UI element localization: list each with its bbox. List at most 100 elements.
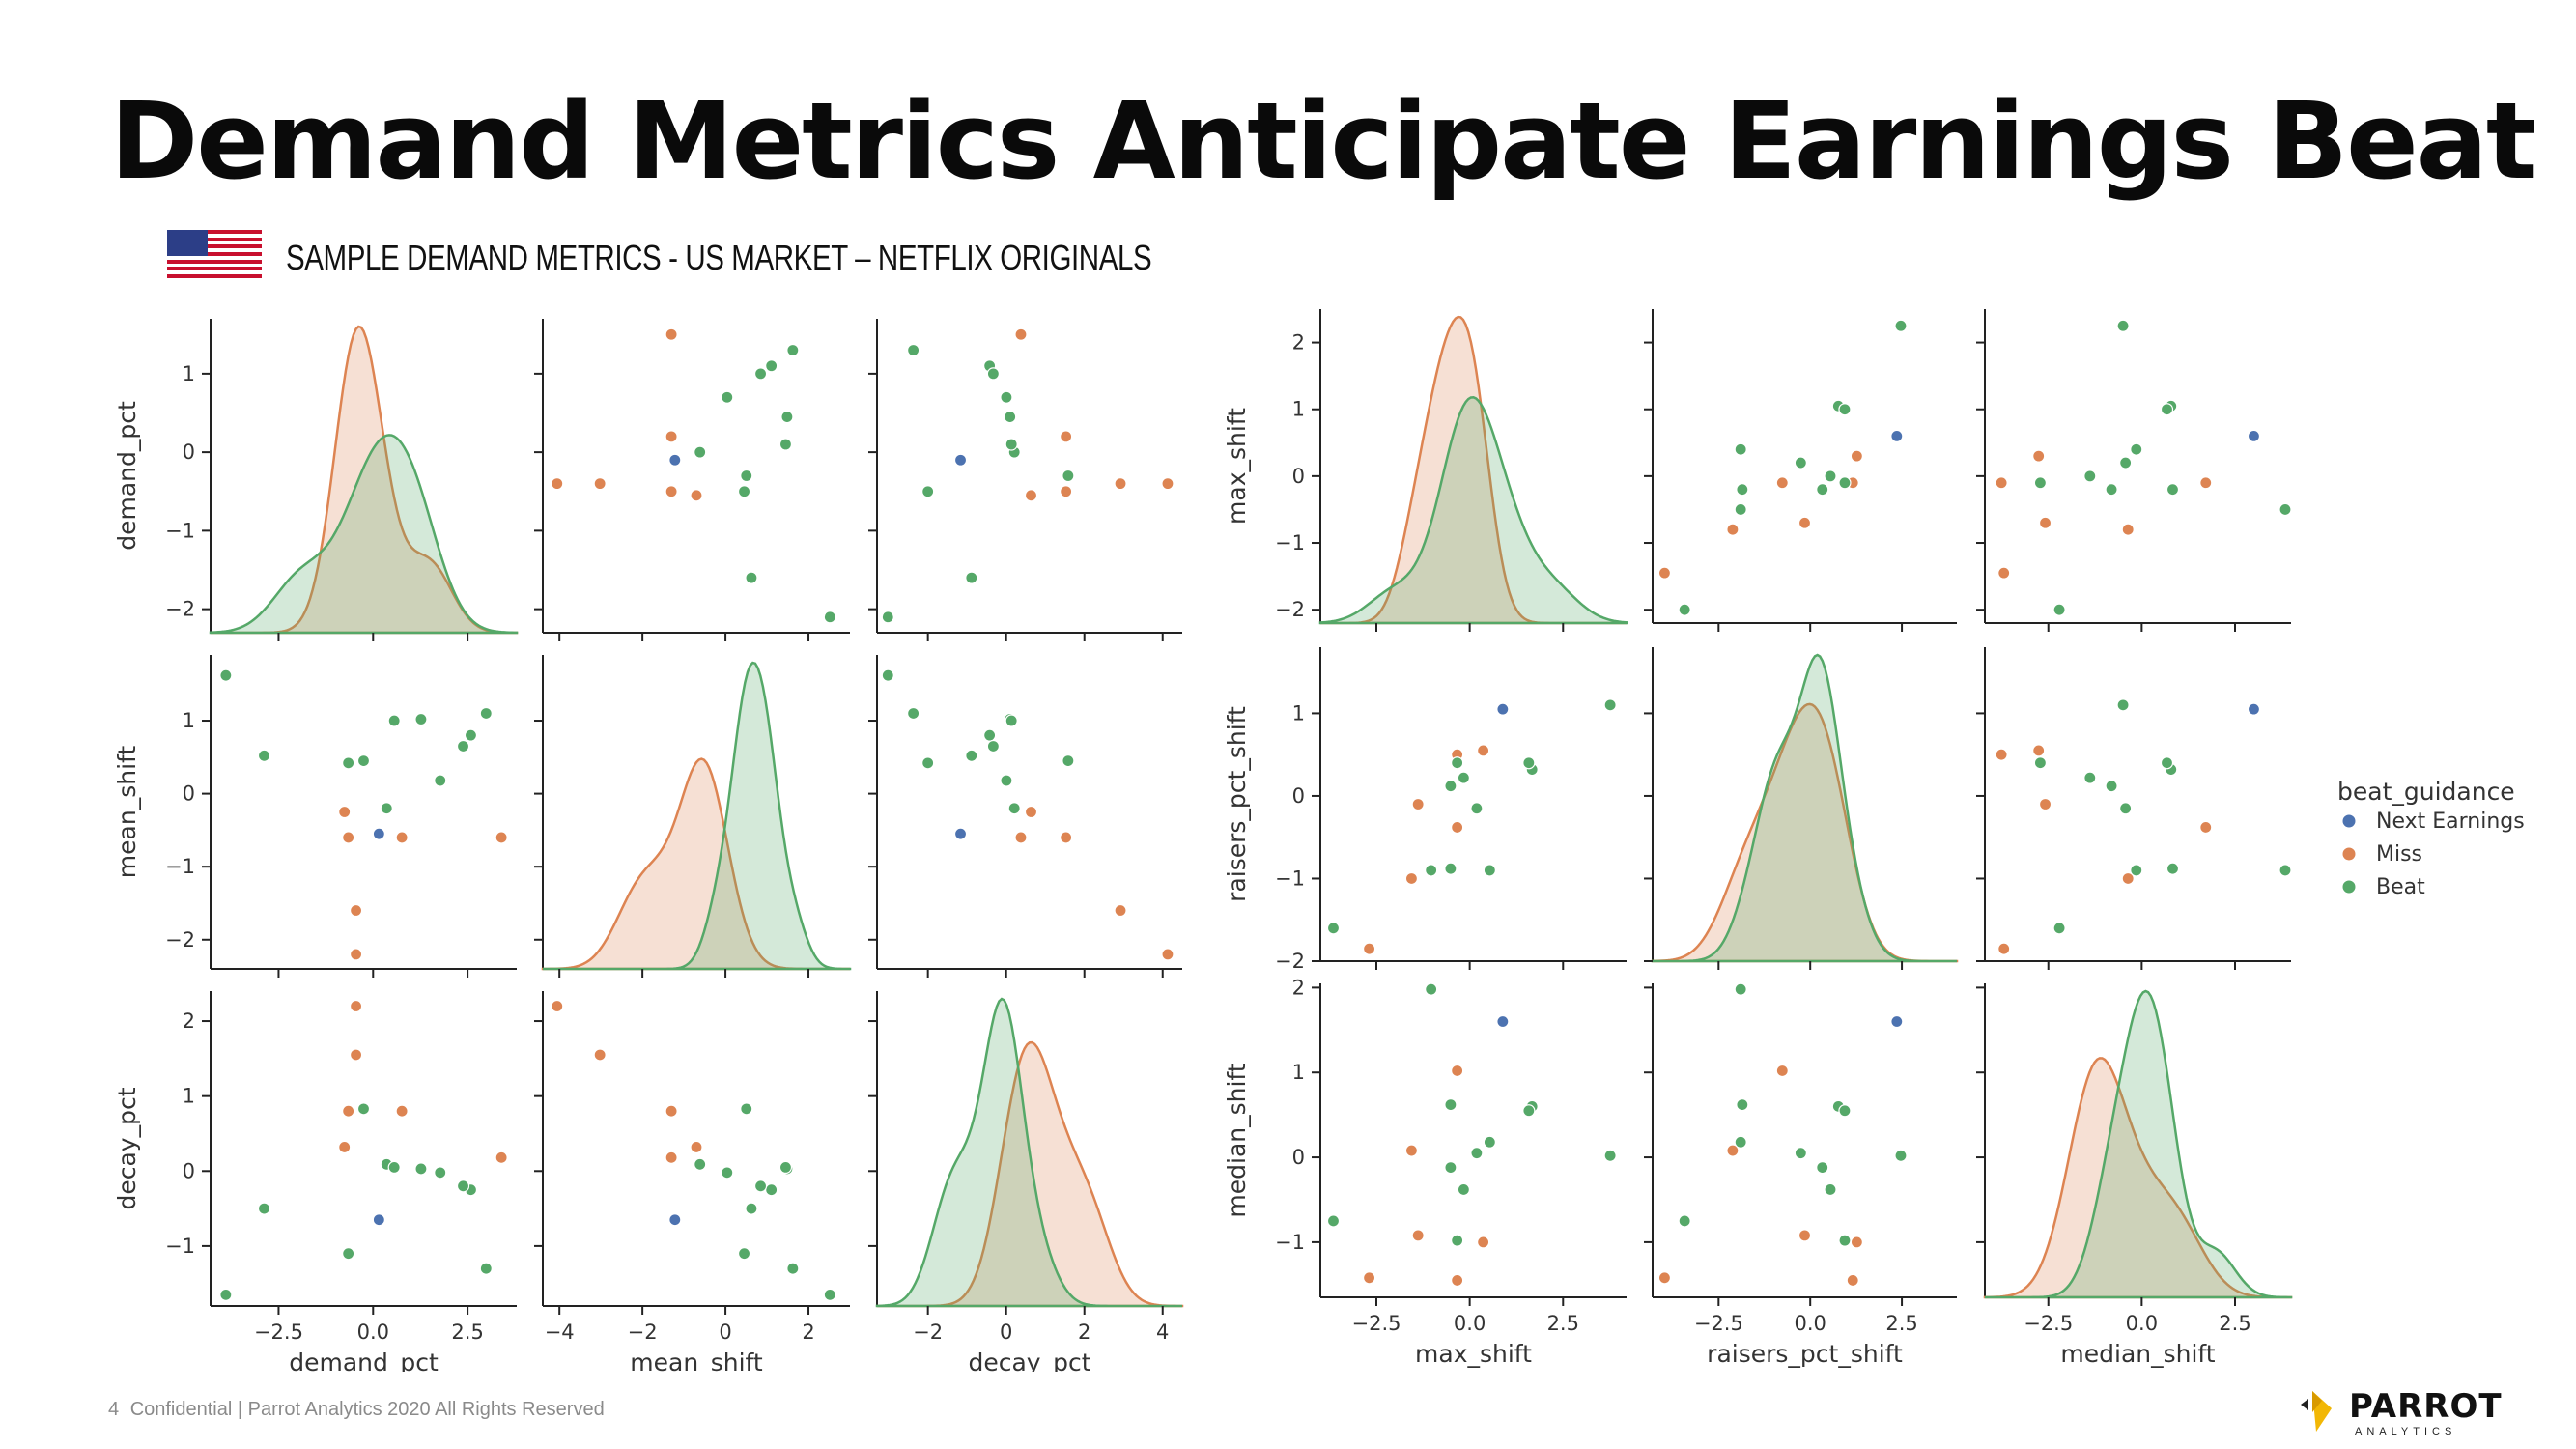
scatter-point-miss bbox=[1850, 1236, 1863, 1249]
kde-beat-demand_pct bbox=[209, 434, 519, 635]
y-tick-label: −2 bbox=[165, 928, 195, 952]
scatter-point-beat bbox=[1326, 922, 1341, 935]
scatter-point-next-earnings bbox=[1496, 702, 1510, 716]
scatter-point-beat bbox=[907, 706, 920, 721]
parrot-analytics-logo: PARROT ANALYTICS bbox=[2287, 1383, 2502, 1439]
y-tick-label: 0 bbox=[1292, 1146, 1305, 1169]
scatter-point-beat bbox=[387, 714, 401, 727]
x-tick-label: −2 bbox=[913, 1321, 943, 1344]
scatter-point-beat bbox=[921, 756, 935, 770]
x-tick-label: 0.0 bbox=[357, 1321, 389, 1344]
kde-beat-mean_shift bbox=[543, 661, 852, 971]
scatter-point-miss bbox=[1404, 1144, 1419, 1157]
scatter-point-miss bbox=[395, 831, 409, 844]
scatter-point-miss bbox=[1846, 1273, 1859, 1288]
scatter-point-miss bbox=[338, 805, 352, 819]
y-tick-label: 1 bbox=[183, 1085, 195, 1108]
scatter-point-beat bbox=[907, 343, 920, 357]
scatter-point-miss bbox=[1024, 489, 1038, 502]
scatter-point-next-earnings bbox=[953, 827, 968, 840]
scatter-point-beat bbox=[740, 469, 753, 483]
x-tick-label: 2 bbox=[1078, 1321, 1090, 1344]
scatter-point-beat bbox=[881, 668, 894, 682]
legend-marker-miss bbox=[2341, 846, 2357, 862]
y-tick-label: −1 bbox=[165, 855, 195, 878]
footer-text: Confidential | Parrot Analytics 2020 All… bbox=[129, 1399, 605, 1420]
page-title: Demand Metrics Anticipate Earnings Beat bbox=[110, 79, 2536, 203]
scatter-point-miss bbox=[1362, 1271, 1376, 1285]
scatter-point-beat bbox=[2130, 864, 2143, 877]
y-tick-label: −1 bbox=[1275, 1231, 1305, 1254]
scatter-point-beat bbox=[1734, 502, 1747, 517]
scatter-point-beat bbox=[1005, 714, 1018, 727]
scatter-point-beat bbox=[1734, 442, 1747, 456]
scatter-point-miss bbox=[690, 489, 703, 502]
x-axis-label: mean_shift bbox=[630, 1349, 763, 1372]
scatter-point-beat bbox=[2052, 603, 2066, 616]
scatter-point-miss bbox=[1798, 516, 1812, 529]
scatter-point-miss bbox=[1850, 449, 1863, 463]
scatter-point-beat bbox=[778, 1160, 793, 1175]
scatter-point-beat bbox=[2119, 456, 2133, 469]
y-tick-label: 0 bbox=[1292, 784, 1305, 808]
scatter-point-beat bbox=[1005, 438, 1018, 451]
scatter-point-beat bbox=[414, 1162, 428, 1176]
scatter-point-miss bbox=[1114, 477, 1127, 491]
scatter-point-miss bbox=[1995, 748, 2008, 761]
scatter-point-beat bbox=[986, 367, 1000, 381]
scatter-point-miss bbox=[2038, 516, 2052, 529]
scatter-point-beat bbox=[257, 1202, 271, 1215]
scatter-point-beat bbox=[2105, 780, 2118, 793]
scatter-point-beat bbox=[479, 1262, 493, 1275]
scatter-point-beat bbox=[2116, 319, 2130, 332]
scatter-point-miss bbox=[349, 1048, 363, 1062]
page-number: 4 bbox=[108, 1399, 120, 1420]
x-axis-label: max_shift bbox=[1415, 1340, 1532, 1368]
scatter-point-miss bbox=[1014, 831, 1028, 844]
scatter-point-beat bbox=[1457, 771, 1470, 784]
scatter-point-next-earnings bbox=[953, 453, 968, 467]
scatter-point-miss bbox=[665, 1151, 678, 1164]
scatter-point-next-earnings bbox=[2247, 429, 2261, 442]
scatter-point-beat bbox=[1838, 403, 1852, 416]
scatter-point-beat bbox=[983, 728, 997, 742]
scatter-point-miss bbox=[395, 1104, 409, 1118]
scatter-point-beat bbox=[2279, 864, 2292, 877]
scatter-point-beat bbox=[2160, 403, 2174, 416]
scatter-point-next-earnings bbox=[372, 1213, 385, 1227]
y-tick-label: −1 bbox=[165, 519, 195, 542]
scatter-point-beat bbox=[721, 1166, 734, 1179]
scatter-point-beat bbox=[765, 1183, 778, 1197]
x-axis-label: decay_pct bbox=[968, 1349, 1090, 1372]
scatter-point-miss bbox=[495, 1151, 508, 1164]
legend-label: Beat bbox=[2376, 875, 2425, 899]
scatter-point-beat bbox=[387, 1160, 401, 1175]
scatter-point-beat bbox=[257, 749, 271, 762]
scatter-point-beat bbox=[1483, 1135, 1496, 1149]
scatter-point-beat bbox=[1603, 1149, 1617, 1162]
scatter-point-miss bbox=[1161, 948, 1175, 961]
scatter-point-beat bbox=[1734, 1135, 1747, 1149]
scatter-point-beat bbox=[1678, 1214, 1691, 1228]
scatter-point-beat bbox=[737, 1247, 751, 1261]
legend-label: Next Earnings bbox=[2376, 810, 2525, 834]
scatter-point-miss bbox=[593, 477, 607, 491]
x-tick-label: 2.5 bbox=[451, 1321, 483, 1344]
scatter-point-beat bbox=[1444, 1098, 1458, 1112]
scatter-point-beat bbox=[2052, 922, 2066, 935]
scatter-point-miss bbox=[665, 430, 678, 443]
scatter-point-miss bbox=[349, 999, 363, 1013]
scatter-point-miss bbox=[1014, 327, 1028, 341]
scatter-point-miss bbox=[342, 831, 355, 844]
y-axis-label: mean_shift bbox=[113, 746, 141, 879]
scatter-point-miss bbox=[1114, 903, 1127, 918]
y-tick-label: 1 bbox=[1292, 398, 1305, 421]
y-tick-label: −2 bbox=[1275, 598, 1305, 621]
scatter-point-beat bbox=[1444, 1161, 1458, 1175]
scatter-point-beat bbox=[1470, 802, 1484, 815]
logo-wordmark: PARROT bbox=[2349, 1387, 2503, 1426]
scatter-point-beat bbox=[1004, 410, 1017, 424]
scatter-point-beat bbox=[780, 410, 794, 424]
kde-miss-median_shift bbox=[1983, 1057, 2293, 1299]
scatter-point-beat bbox=[753, 367, 768, 381]
